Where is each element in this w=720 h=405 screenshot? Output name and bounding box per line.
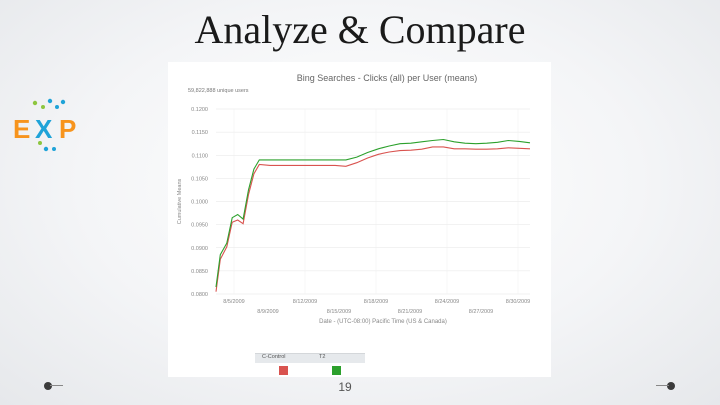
decorative-dot-left [44, 382, 63, 390]
y-axis-label: Cumulative Means [177, 178, 183, 224]
decorative-dot-right [656, 382, 675, 390]
y-tick-label: 0.1100 [192, 153, 208, 159]
x-tick-label: 8/5/2009 [223, 299, 244, 305]
x-tick-label: 8/24/2009 [435, 299, 459, 305]
x-tick-label: 8/9/2009 [257, 309, 278, 315]
svg-text:P: P [59, 114, 76, 144]
x-tick-label: 8/18/2009 [364, 299, 388, 305]
y-tick-label: 0.0900 [191, 246, 208, 252]
series-line-1 [215, 138, 531, 288]
exp-logo: E X P [13, 98, 76, 152]
svg-text:X: X [35, 114, 53, 144]
series-line-0 [215, 146, 531, 292]
page-number: 19 [338, 380, 352, 394]
y-tick-label: 0.1200 [191, 107, 208, 113]
svg-text:E: E [13, 114, 30, 144]
chart-title: Bing Searches - Clicks (all) per User (m… [296, 73, 478, 83]
x-tick-label: 8/21/2009 [398, 309, 422, 315]
unique-users-label: 59,822,888 unique users [188, 88, 249, 94]
y-tick-label: 0.0800 [191, 292, 208, 298]
legend-label-control: C-Control [262, 354, 286, 360]
y-tick-label: 0.1000 [191, 200, 208, 206]
y-tick-label: 0.0950 [191, 223, 208, 229]
x-tick-label: 8/27/2009 [469, 309, 493, 315]
slide-title: Analyze & Compare [194, 7, 526, 52]
chart-panel: Bing Searches - Clicks (all) per User (m… [168, 62, 551, 377]
y-tick-label: 0.0850 [191, 269, 208, 275]
legend-bar [255, 353, 365, 363]
y-tick-label: 0.1050 [191, 176, 208, 182]
legend-label-t2: T2 [319, 354, 326, 360]
legend: C-Control T2 [255, 353, 365, 375]
legend-swatch-t2[interactable] [332, 366, 341, 375]
x-tick-label: 8/15/2009 [327, 309, 351, 315]
x-tick-label: 8/12/2009 [293, 299, 317, 305]
x-axis-label: Date - (UTC-08:00) Pacific Time (US & Ca… [319, 319, 447, 325]
x-tick-label: 8/30/2009 [506, 299, 530, 305]
line-chart: 0.0800 0.0850 0.0900 0.0950 0.1000 0.1050 0.11… [177, 107, 531, 325]
y-tick-label: 0.1150 [192, 130, 208, 136]
legend-swatch-control[interactable] [279, 366, 288, 375]
